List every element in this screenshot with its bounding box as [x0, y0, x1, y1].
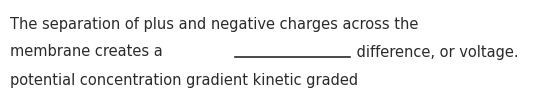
Text: The separation of plus and negative charges across the: The separation of plus and negative char…	[10, 16, 418, 32]
Text: difference, or voltage.: difference, or voltage.	[352, 45, 518, 60]
Text: potential concentration gradient kinetic graded: potential concentration gradient kinetic…	[10, 72, 358, 87]
Text: membrane creates a: membrane creates a	[10, 45, 167, 60]
